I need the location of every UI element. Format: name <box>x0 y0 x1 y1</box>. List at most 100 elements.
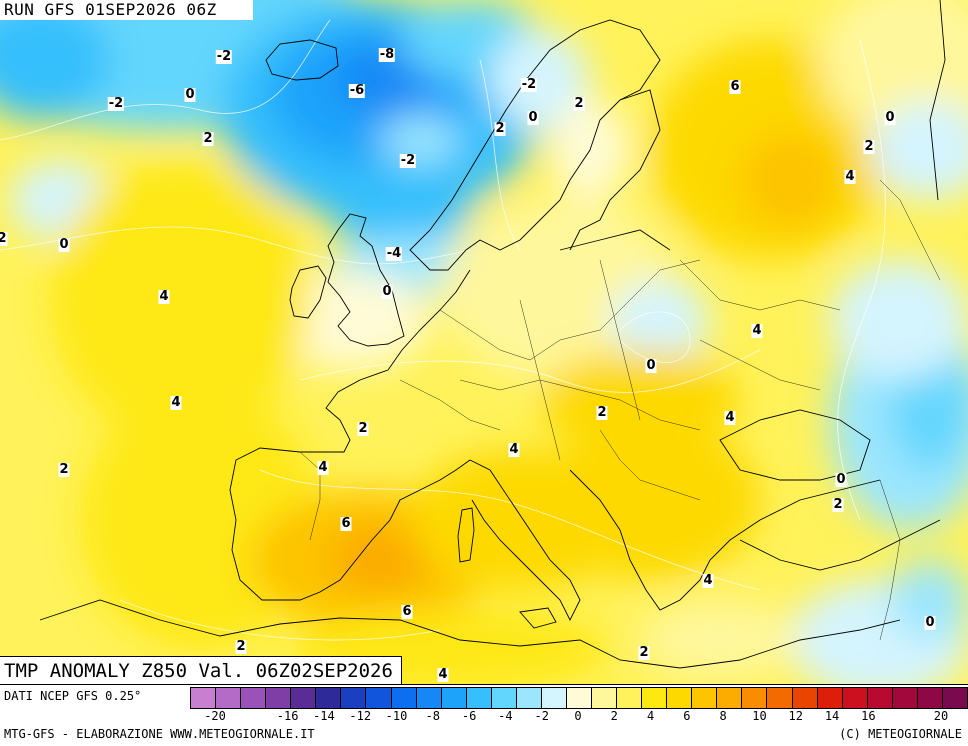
scale-tick-label: -8 <box>425 709 441 723</box>
scale-tick-label: -2 <box>534 709 549 723</box>
scale-swatch <box>541 688 567 708</box>
scale-swatch <box>441 688 467 708</box>
isoline-label: 4 <box>170 395 182 410</box>
scale-tick-label: 4 <box>646 709 655 723</box>
coastlines <box>39 0 946 669</box>
isoline-label: 0 <box>58 237 70 252</box>
isoline-label: 6 <box>401 604 413 619</box>
isoline-label: 2 <box>832 497 844 512</box>
isoline-label: -8 <box>378 47 396 62</box>
isoline-label: -4 <box>385 246 403 261</box>
scale-swatch <box>491 688 517 708</box>
scale-tick-label: 8 <box>719 709 727 723</box>
footer: DATI NCEP GFS 0.25° -20 -16 -14 -12 -10 -8 -6-… <box>0 684 968 746</box>
scale-tick-label: -20 <box>204 709 226 723</box>
isoline-label: 0 <box>645 358 657 373</box>
isoline-label: 2 <box>596 405 608 420</box>
scale-swatch <box>266 688 292 708</box>
scale-swatch <box>241 688 267 708</box>
scale-swatch <box>366 688 392 708</box>
scale-tick-label: 12 <box>788 709 803 723</box>
scale-tick-label: -10 <box>385 709 408 723</box>
isoline-label: 0 <box>924 615 936 630</box>
color-scale-ticks: -20 -16 -14 -12 -10 -8 -6 -4 -2 0 2 4 6 8 10 12 14 16 20 <box>190 709 966 725</box>
isoline-label: 2 <box>58 462 70 477</box>
scale-tick-label: 2 <box>610 709 618 723</box>
scale-swatch <box>642 688 668 708</box>
isoline-label: 0 <box>527 110 539 125</box>
isoline-label: 4 <box>158 289 170 304</box>
scale-swatch <box>917 688 943 708</box>
scale-tick-label: 14 <box>824 709 840 723</box>
isoline-label: 4 <box>508 442 520 457</box>
scale-swatch <box>792 688 818 708</box>
isoline-label: -2 <box>215 49 233 64</box>
map-title: TMP ANOMALY Z850 Val. 06Z02SEP2026 <box>0 656 402 685</box>
isoline-label: 2 <box>863 139 875 154</box>
isoline-label: 4 <box>317 460 329 475</box>
isoline-label: 2 <box>494 121 506 136</box>
scale-swatch <box>617 688 643 708</box>
scale-tick-label: 16 <box>861 709 876 723</box>
scale-tick-label: -14 <box>313 709 335 723</box>
run-label: RUN GFS 01SEP2026 06Z <box>0 0 253 20</box>
isoline-label: 6 <box>729 79 741 94</box>
scale-swatch <box>391 688 417 708</box>
scale-swatch <box>942 688 967 708</box>
map-canvas <box>0 0 968 684</box>
scale-swatch <box>566 688 592 708</box>
isoline-label: 2 <box>0 232 8 246</box>
scale-tick-label: 6 <box>683 709 691 723</box>
isoline-label: 2 <box>638 645 650 660</box>
isoline-label: 2 <box>357 421 369 436</box>
isotherm-lines <box>0 19 886 641</box>
scale-swatch <box>516 688 542 708</box>
scale-swatch <box>742 688 768 708</box>
scale-tick-label: 20 <box>933 709 949 723</box>
scale-swatch <box>667 688 693 708</box>
scale-swatch <box>767 688 793 708</box>
isoline-label: -6 <box>348 83 366 98</box>
scale-swatch <box>692 688 718 708</box>
isoline-label: 4 <box>724 410 736 425</box>
isoline-label: 0 <box>884 110 896 125</box>
isoline-label: 2 <box>235 639 247 654</box>
credit-right: (C) METEOGIORNALE <box>839 727 962 741</box>
scale-swatch <box>316 688 342 708</box>
color-scale <box>190 687 968 709</box>
data-source: DATI NCEP GFS 0.25° <box>4 689 142 703</box>
scale-swatch <box>216 688 242 708</box>
scale-swatch <box>416 688 442 708</box>
isoline-label: 0 <box>184 87 196 102</box>
scale-swatch <box>592 688 618 708</box>
scale-swatch <box>291 688 317 708</box>
scale-swatch <box>817 688 843 708</box>
isoline-label: 4 <box>844 169 856 184</box>
isoline-label: -2 <box>107 96 125 111</box>
isoline-label: 0 <box>381 284 393 299</box>
scale-tick-label: -6 <box>461 709 477 723</box>
isoline-label: 4 <box>437 667 449 682</box>
country-borders <box>299 179 941 641</box>
scale-tick-label: 0 <box>574 709 582 723</box>
credit-left: MTG-GFS - ELABORAZIONE WWW.METEOGIORNALE… <box>4 727 315 741</box>
isoline-label: -2 <box>520 77 538 92</box>
isoline-label: 2 <box>573 96 585 111</box>
scale-tick-label: 10 <box>752 709 767 723</box>
scale-swatch <box>842 688 868 708</box>
anomaly-map <box>0 0 968 684</box>
scale-swatch <box>341 688 367 708</box>
isoline-label: 2 <box>202 131 214 146</box>
isoline-label: 6 <box>340 516 352 531</box>
scale-swatch <box>191 688 217 708</box>
isoline-label: 4 <box>751 323 763 338</box>
scale-tick-label: -12 <box>349 709 372 723</box>
isoline-label: -2 <box>399 153 417 168</box>
isoline-label: 0 <box>835 472 847 487</box>
scale-tick-label: -4 <box>498 709 513 723</box>
scale-swatch <box>717 688 743 708</box>
scale-swatch <box>867 688 893 708</box>
scale-swatch <box>466 688 492 708</box>
scale-tick-label: -16 <box>276 709 299 723</box>
isoline-label: 4 <box>702 573 714 588</box>
